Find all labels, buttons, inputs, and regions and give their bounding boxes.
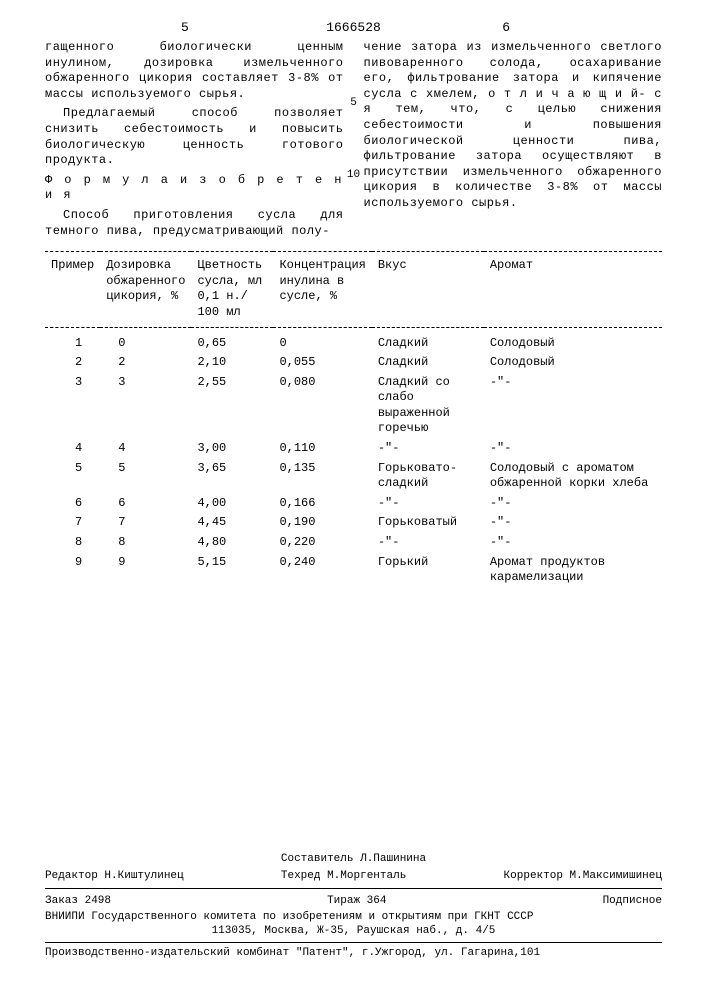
left-p1: гащенного биологически ценным инулином, … xyxy=(45,40,344,102)
org: ВНИИПИ Государственного комитета по изоб… xyxy=(45,910,662,924)
col-aroma: Аромат xyxy=(484,252,662,327)
col-dosage: Дозировка обжаренного цикория, % xyxy=(100,252,191,327)
col-inulin: Концентрация инулина в сусле, % xyxy=(273,252,371,327)
right-p1: чение затора из измельченного светлого п… xyxy=(364,40,663,212)
table-cell: 0,240 xyxy=(273,553,371,588)
document-number: 1666528 xyxy=(326,20,381,37)
corrector: Корректор М.Максимишинец xyxy=(504,869,662,883)
printer: Производственно-издательский комбинат "П… xyxy=(45,946,662,960)
table-cell: 4,00 xyxy=(191,494,273,514)
table-cell: 0 xyxy=(273,327,371,353)
table-cell: 0,65 xyxy=(191,327,273,353)
table-cell: 5,15 xyxy=(191,553,273,588)
table-header-row: Пример Дозировка обжаренного цикория, % … xyxy=(45,252,662,327)
table-cell: 0,055 xyxy=(273,353,371,373)
table-cell: 0,190 xyxy=(273,513,371,533)
table-row: 222,100,055СладкийСолодовый xyxy=(45,353,662,373)
table-row: 553,650,135Горьковато-сладкийСолодовый с… xyxy=(45,459,662,494)
table-cell: 9 xyxy=(45,553,100,588)
editor: Редактор Н.Киштулинец xyxy=(45,869,184,883)
subscriber: Подписное xyxy=(603,894,662,908)
table-cell: 8 xyxy=(100,533,191,553)
compiler: Составитель Л.Пашинина xyxy=(45,852,662,866)
table-cell: 0,080 xyxy=(273,373,371,439)
table-row: 332,550,080Сладкий со слабо выраженной г… xyxy=(45,373,662,439)
margin-line-10: 10 xyxy=(347,168,360,182)
table-cell: 6 xyxy=(45,494,100,514)
table-cell: 7 xyxy=(45,513,100,533)
table-cell: 2,10 xyxy=(191,353,273,373)
table-cell: 4,45 xyxy=(191,513,273,533)
table-cell: 0,166 xyxy=(273,494,371,514)
table-cell: 4 xyxy=(100,439,191,459)
page-number-left: 5 xyxy=(181,20,189,37)
table-cell: 2 xyxy=(100,353,191,373)
table-cell: 0 xyxy=(100,327,191,353)
table-cell: 8 xyxy=(45,533,100,553)
table-cell: -"- xyxy=(372,494,484,514)
table-cell: 4,80 xyxy=(191,533,273,553)
footer: Составитель Л.Пашинина Редактор Н.Киштул… xyxy=(45,852,662,960)
left-p3: Способ приготовления сусла для темного п… xyxy=(45,208,344,239)
table-cell: 4 xyxy=(45,439,100,459)
page-number-right: 6 xyxy=(502,20,510,37)
table-row: 100,650СладкийСолодовый xyxy=(45,327,662,353)
table-cell: Солодовый с ароматом обжаренной корки хл… xyxy=(484,459,662,494)
table-cell: 7 xyxy=(100,513,191,533)
table-cell: 5 xyxy=(100,459,191,494)
results-table: Пример Дозировка обжаренного цикория, % … xyxy=(45,251,662,588)
table-cell: 0,135 xyxy=(273,459,371,494)
col-example: Пример xyxy=(45,252,100,327)
table-row: 664,000,166-"--"- xyxy=(45,494,662,514)
table-row: 443,000,110-"--"- xyxy=(45,439,662,459)
address: 113035, Москва, Ж-35, Раушская наб., д. … xyxy=(45,924,662,938)
table-cell: -"- xyxy=(372,439,484,459)
table-cell: Сладкий xyxy=(372,327,484,353)
tirage: Тираж 364 xyxy=(327,894,386,908)
table-cell: 3,65 xyxy=(191,459,273,494)
table-cell: 3,00 xyxy=(191,439,273,459)
table-cell: -"- xyxy=(484,439,662,459)
table-cell: 5 xyxy=(45,459,100,494)
table-cell: 0,220 xyxy=(273,533,371,553)
table-cell: 9 xyxy=(100,553,191,588)
right-column: чение затора из измельченного светлого п… xyxy=(364,40,663,243)
formula-heading: Ф о р м у л а и з о б р е т е н и я xyxy=(45,173,344,204)
col-color: Цветность сусла, мл 0,1 н./ 100 мл xyxy=(191,252,273,327)
col-taste: Вкус xyxy=(372,252,484,327)
order: Заказ 2498 xyxy=(45,894,111,908)
table-row: 995,150,240ГорькийАромат продуктов карам… xyxy=(45,553,662,588)
table-row: 774,450,190Горьковатый-"- xyxy=(45,513,662,533)
table-cell: 0,110 xyxy=(273,439,371,459)
table-cell: Горький xyxy=(372,553,484,588)
table-row: 884,800,220-"--"- xyxy=(45,533,662,553)
table-cell: 6 xyxy=(100,494,191,514)
table-cell: 3 xyxy=(45,373,100,439)
table-cell: -"- xyxy=(484,513,662,533)
table-cell: -"- xyxy=(484,533,662,553)
techred: Техред М.Моргенталь xyxy=(281,869,406,883)
table-cell: 2 xyxy=(45,353,100,373)
table-cell: -"- xyxy=(372,533,484,553)
table-cell: Солодовый xyxy=(484,353,662,373)
table-cell: 1 xyxy=(45,327,100,353)
table-cell: Солодовый xyxy=(484,327,662,353)
margin-line-5: 5 xyxy=(350,96,357,110)
table-cell: -"- xyxy=(484,494,662,514)
table-cell: -"- xyxy=(484,373,662,439)
table-cell: Сладкий со слабо выраженной горечью xyxy=(372,373,484,439)
table-cell: Аромат продуктов карамелизации xyxy=(484,553,662,588)
left-column: гащенного биологически ценным инулином, … xyxy=(45,40,344,243)
table-cell: Горьковато-сладкий xyxy=(372,459,484,494)
table-cell: Горьковатый xyxy=(372,513,484,533)
table-cell: 3 xyxy=(100,373,191,439)
table-cell: Сладкий xyxy=(372,353,484,373)
table-cell: 2,55 xyxy=(191,373,273,439)
left-p2: Предлагаемый способ позволяет снизить се… xyxy=(45,106,344,168)
